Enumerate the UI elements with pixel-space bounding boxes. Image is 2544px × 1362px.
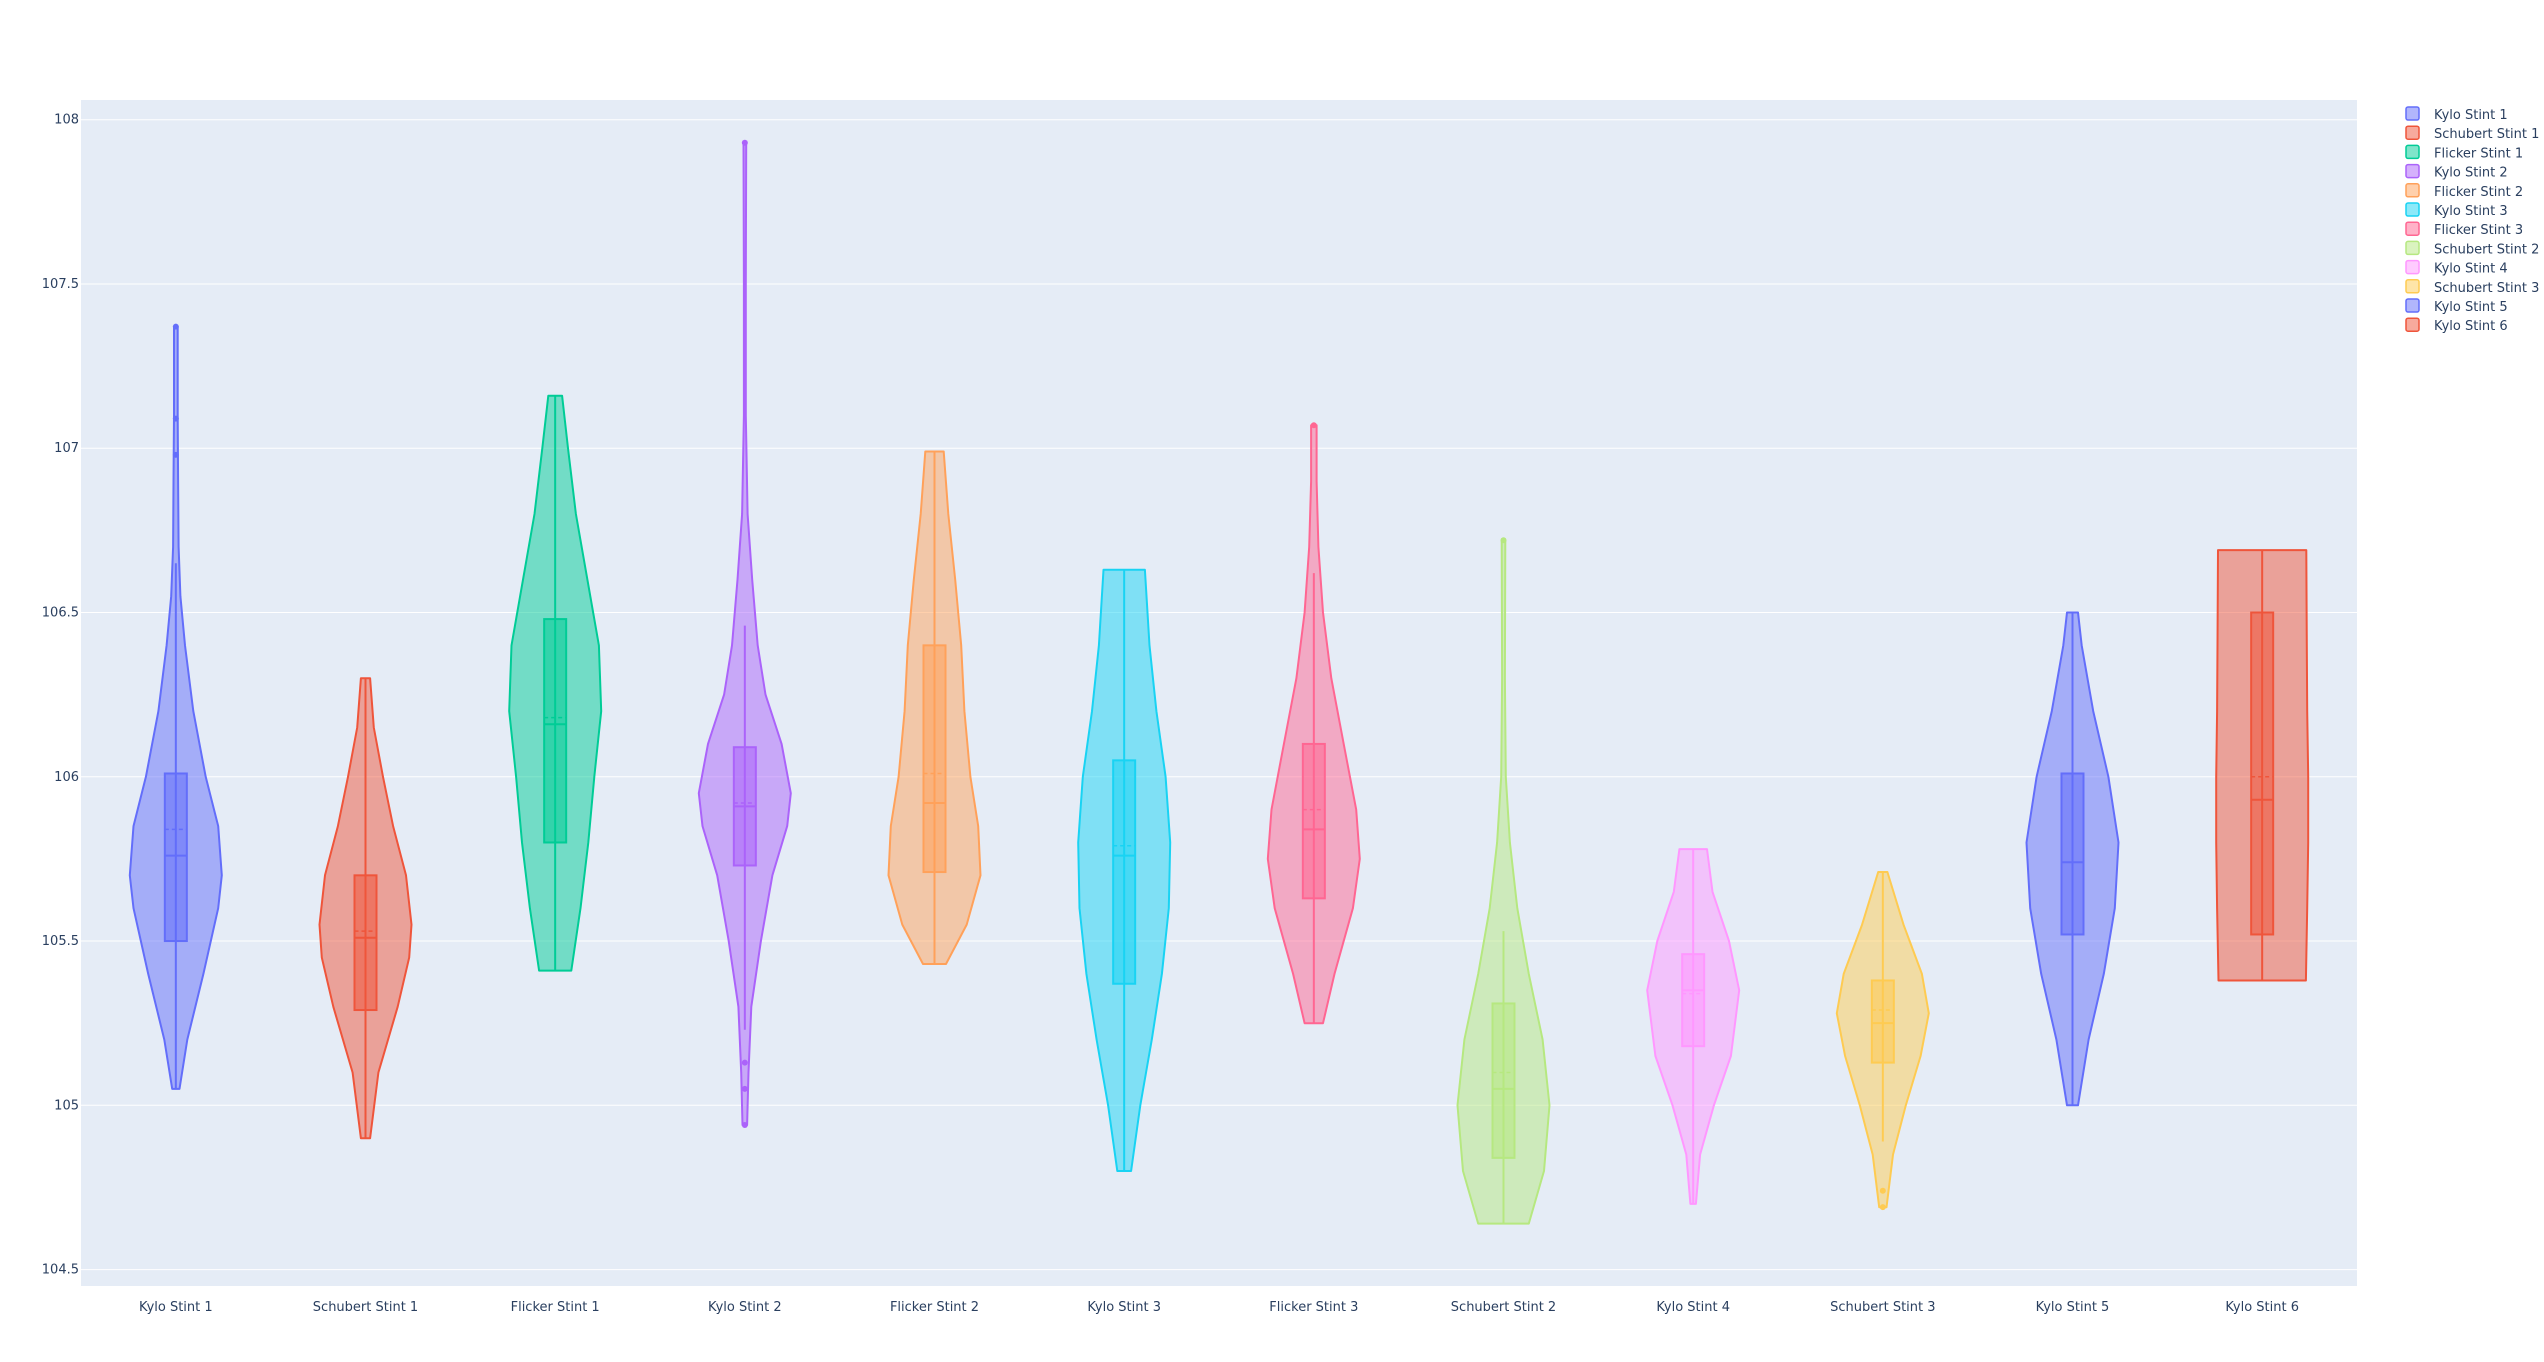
violin-outlier-point <box>741 139 748 146</box>
legend-item[interactable]: Kylo Stint 4 <box>2405 259 2508 277</box>
x-tick-label: Kylo Stint 3 <box>1087 1300 1161 1315</box>
violin-box <box>543 618 568 844</box>
y-tick-label: 108 <box>54 113 79 128</box>
legend-label: Kylo Stint 1 <box>2434 108 2508 123</box>
legend-label: Flicker Stint 3 <box>2434 223 2523 238</box>
y-gridlines <box>81 119 2357 1271</box>
violin-box <box>1870 979 1895 1064</box>
legend-label: Kylo Stint 5 <box>2434 300 2508 315</box>
legend-swatch <box>2405 163 2420 179</box>
violin-outlier-point <box>172 415 179 422</box>
legend-item[interactable]: Flicker Stint 2 <box>2405 183 2523 200</box>
x-tick-label: Flicker Stint 3 <box>1269 1300 1358 1315</box>
violin-box <box>1681 953 1706 1048</box>
violin-box <box>2060 772 2085 936</box>
legend-label: Kylo Stint 4 <box>2434 262 2508 277</box>
legend[interactable]: Kylo Stint 1 Schubert Stint 1 Flicker Stin… <box>2405 106 2539 334</box>
legend-item[interactable]: Flicker Stint 1 <box>2405 144 2523 161</box>
y-tick-label: 105.5 <box>42 934 79 949</box>
violin-trace <box>2025 611 2120 1107</box>
violin-box <box>2250 611 2275 936</box>
violin-box <box>1491 1002 1516 1159</box>
legend-item[interactable]: Kylo Stint 5 <box>2405 298 2508 315</box>
legend-item[interactable]: Kylo Stint 6 <box>2405 317 2508 334</box>
violin-outlier-point <box>1879 1204 1886 1211</box>
x-tick-label: Kylo Stint 1 <box>139 1300 213 1315</box>
legend-swatch <box>2405 221 2420 236</box>
violin-trace <box>318 677 413 1140</box>
legend-swatch <box>2405 125 2420 140</box>
x-axis-ticks: Kylo Stint 1 Schubert Stint 1 Flicker Stin… <box>139 1300 2299 1315</box>
x-tick-label: Schubert Stint 1 <box>313 1300 418 1315</box>
y-tick-label: 106.5 <box>42 606 79 621</box>
violin-outlier-point <box>172 323 179 330</box>
legend-swatch <box>2405 317 2420 332</box>
y-tick-label: 107 <box>54 441 79 456</box>
legend-item[interactable]: Kylo Stint 1 <box>2405 106 2508 123</box>
violin-box <box>1301 742 1326 900</box>
violin-outlier-point <box>741 1085 748 1092</box>
violin-outlier-point <box>1879 1187 1886 1194</box>
plot-background <box>81 100 2357 1286</box>
x-tick-label: Kylo Stint 5 <box>2036 1300 2110 1315</box>
violin-trace <box>1835 871 1930 1211</box>
violin-outlier-point <box>741 1059 748 1066</box>
legend-label: Schubert Stint 3 <box>2434 281 2539 296</box>
legend-label: Kylo Stint 6 <box>2434 319 2508 334</box>
legend-item[interactable]: Flicker Stint 3 <box>2405 221 2523 238</box>
y-tick-label: 107.5 <box>42 277 79 292</box>
legend-swatch <box>2405 298 2420 313</box>
legend-swatch <box>2405 240 2420 256</box>
violin-trace <box>1266 422 1361 1025</box>
violin-traces <box>128 139 2310 1225</box>
legend-swatch <box>2405 106 2420 121</box>
violin-trace <box>2215 549 2310 982</box>
x-tick-label: Kylo Stint 2 <box>708 1300 782 1315</box>
x-tick-label: Kylo Stint 6 <box>2225 1300 2299 1315</box>
violin-trace <box>128 323 223 1090</box>
legend-swatch <box>2405 279 2420 294</box>
legend-swatch <box>2405 202 2420 217</box>
legend-item[interactable]: Schubert Stint 3 <box>2405 279 2539 296</box>
y-tick-label: 106 <box>54 770 79 785</box>
legend-item[interactable]: Schubert Stint 1 <box>2405 125 2539 142</box>
violin-outlier-point <box>1500 537 1507 544</box>
legend-label: Schubert Stint 1 <box>2434 127 2539 142</box>
x-tick-label: Kylo Stint 4 <box>1656 1300 1730 1315</box>
violin-box <box>353 874 378 1012</box>
violin-outlier-point <box>1310 422 1317 429</box>
violin-trace <box>887 450 982 965</box>
x-tick-label: Flicker Stint 2 <box>890 1300 979 1315</box>
legend-item[interactable]: Kylo Stint 2 <box>2405 163 2508 181</box>
violin-trace <box>1077 568 1172 1172</box>
x-tick-label: Schubert Stint 3 <box>1830 1300 1935 1315</box>
legend-label: Schubert Stint 2 <box>2434 242 2539 257</box>
legend-label: Flicker Stint 2 <box>2434 185 2523 200</box>
legend-label: Kylo Stint 3 <box>2434 204 2508 219</box>
y-axis-ticks: 104.5 105 105.5 106 106.5 107 107.5 108 <box>42 113 79 1278</box>
violin-outlier-point <box>172 451 179 458</box>
violin-trace <box>1456 537 1551 1225</box>
violin-outlier-point <box>741 1122 748 1129</box>
violin-trace <box>508 394 603 972</box>
violin-box <box>1112 759 1137 985</box>
legend-swatch <box>2405 259 2420 275</box>
legend-swatch <box>2405 144 2420 160</box>
x-tick-label: Schubert Stint 2 <box>1451 1300 1556 1315</box>
violin-trace <box>1646 848 1741 1205</box>
violin-box <box>922 644 947 874</box>
violin-trace <box>697 139 792 1129</box>
legend-item[interactable]: Schubert Stint 2 <box>2405 240 2539 257</box>
legend-swatch <box>2405 183 2420 198</box>
violin-box <box>163 772 188 943</box>
x-tick-label: Flicker Stint 1 <box>511 1300 600 1315</box>
y-tick-label: 104.5 <box>42 1263 79 1278</box>
legend-label: Flicker Stint 1 <box>2434 146 2523 161</box>
legend-item[interactable]: Kylo Stint 3 <box>2405 202 2508 219</box>
y-tick-label: 105 <box>54 1098 79 1113</box>
legend-label: Kylo Stint 2 <box>2434 166 2508 181</box>
